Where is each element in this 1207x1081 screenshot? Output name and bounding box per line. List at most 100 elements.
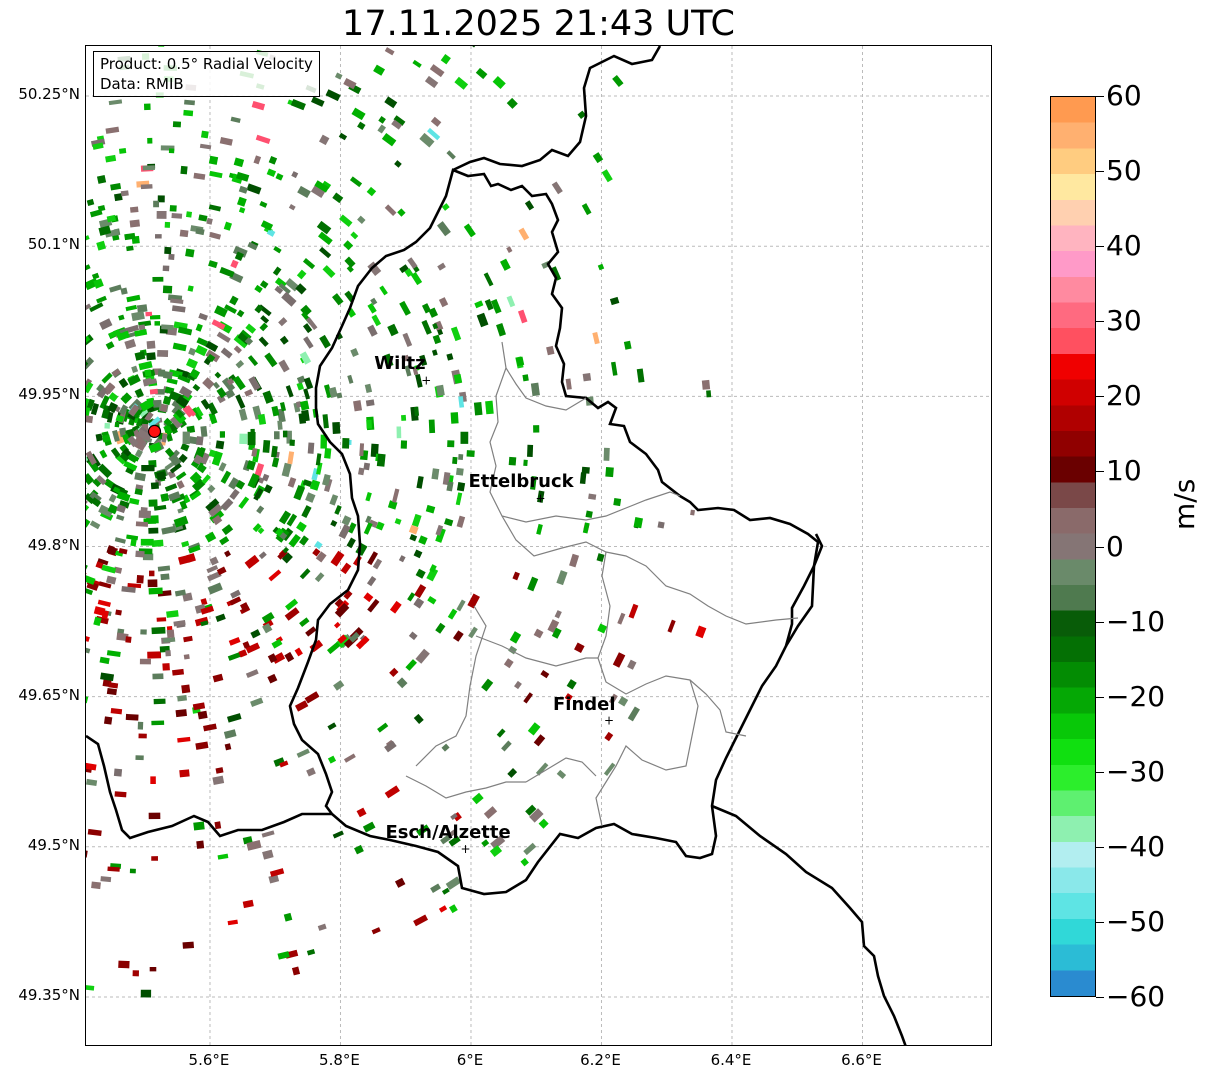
velocity-echo xyxy=(501,740,512,752)
velocity-echo xyxy=(166,610,179,618)
velocity-echo xyxy=(106,687,118,696)
velocity-echo xyxy=(592,332,600,345)
velocity-echo xyxy=(437,328,444,336)
velocity-echo xyxy=(220,347,233,359)
velocity-echo xyxy=(201,474,211,485)
lat-tick-label: 49.65°N xyxy=(18,685,80,704)
velocity-echo xyxy=(172,121,182,128)
velocity-echo xyxy=(250,697,264,708)
velocity-echo xyxy=(343,77,357,90)
velocity-echo xyxy=(260,220,274,231)
velocity-echo xyxy=(334,602,350,618)
velocity-echo xyxy=(148,499,158,507)
velocity-echo xyxy=(207,402,218,416)
velocity-echo xyxy=(444,518,454,527)
velocity-echo xyxy=(134,329,148,337)
velocity-echo xyxy=(229,488,240,500)
velocity-echo xyxy=(384,47,395,56)
velocity-echo xyxy=(258,551,267,560)
velocity-echo xyxy=(367,261,382,277)
velocity-echo xyxy=(413,713,424,725)
velocity-echo xyxy=(314,572,325,583)
velocity-echo xyxy=(86,198,95,206)
velocity-echo xyxy=(300,304,312,317)
velocity-echo xyxy=(248,376,261,391)
velocity-echo xyxy=(216,566,227,576)
velocity-echo xyxy=(97,599,111,607)
velocity-echo xyxy=(175,395,190,408)
velocity-echo xyxy=(108,493,117,503)
velocity-echo xyxy=(185,358,198,369)
velocity-echo xyxy=(120,287,128,295)
velocity-echo xyxy=(219,136,233,146)
velocity-echo xyxy=(86,517,91,528)
lat-tick-label: 50.1°N xyxy=(27,235,80,254)
velocity-echo xyxy=(172,668,184,676)
velocity-echo xyxy=(154,321,161,326)
velocity-echo xyxy=(367,324,378,337)
velocity-echo xyxy=(89,520,101,530)
velocity-echo xyxy=(115,414,125,423)
velocity-echo xyxy=(136,304,148,313)
velocity-echo xyxy=(278,359,290,373)
velocity-echo xyxy=(238,649,248,658)
velocity-echo xyxy=(244,388,254,397)
velocity-echo xyxy=(164,221,171,228)
velocity-echo xyxy=(367,598,380,613)
velocity-echo xyxy=(276,408,286,423)
velocity-echo xyxy=(118,314,125,321)
velocity-echo xyxy=(118,328,127,335)
velocity-echo xyxy=(148,416,161,428)
velocity-echo xyxy=(389,667,399,678)
velocity-echo xyxy=(351,107,366,121)
velocity-echo xyxy=(404,268,414,278)
belgium-france-border xyxy=(86,734,332,840)
velocity-echo xyxy=(195,436,204,446)
velocity-echo xyxy=(359,443,365,457)
velocity-echo xyxy=(242,899,254,909)
velocity-echo xyxy=(209,556,219,566)
velocity-echo xyxy=(129,219,141,228)
velocity-echo xyxy=(325,89,341,102)
velocity-echo xyxy=(171,398,185,411)
velocity-echo xyxy=(533,734,546,747)
velocity-echo xyxy=(324,447,332,459)
velocity-echo xyxy=(330,550,345,567)
velocity-echo xyxy=(193,172,206,180)
velocity-echo xyxy=(227,919,238,926)
colorbar-tick-label: 40 xyxy=(1106,229,1142,263)
velocity-echo xyxy=(223,729,237,739)
velocity-echo xyxy=(146,352,156,361)
velocity-echo xyxy=(564,693,573,702)
velocity-echo xyxy=(260,315,270,324)
velocity-echo xyxy=(110,183,122,191)
velocity-echo xyxy=(582,522,590,534)
velocity-echo xyxy=(216,331,231,343)
velocity-echo xyxy=(86,586,94,596)
velocity-echo xyxy=(483,806,498,819)
velocity-echo xyxy=(246,183,262,195)
velocity-echo xyxy=(455,467,464,476)
velocity-echo xyxy=(617,612,626,625)
radar-map[interactable]: + + + + xyxy=(85,45,992,1046)
velocity-echo xyxy=(296,521,307,533)
velocity-echo xyxy=(419,354,428,367)
velocity-echo xyxy=(138,324,146,331)
city-label: Ettelbruck xyxy=(468,471,574,493)
velocity-echo xyxy=(162,663,170,671)
colorbar-tick-label: −30 xyxy=(1106,754,1166,788)
velocity-echo xyxy=(193,821,205,831)
colorbar-tick-label: −40 xyxy=(1106,829,1166,863)
velocity-echo xyxy=(418,535,428,545)
velocity-echo xyxy=(157,565,171,572)
velocity-echo xyxy=(195,406,204,417)
velocity-echo xyxy=(135,484,144,491)
velocity-echo xyxy=(247,355,259,367)
velocity-echo xyxy=(161,433,168,443)
velocity-echo xyxy=(135,418,143,427)
velocity-echo xyxy=(551,266,562,281)
germany-border-north xyxy=(452,46,662,172)
velocity-echo xyxy=(373,64,386,76)
velocity-echo xyxy=(182,941,195,949)
velocity-echo xyxy=(112,486,121,494)
